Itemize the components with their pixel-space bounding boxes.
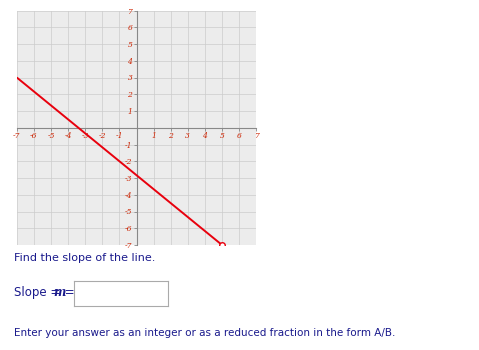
Text: Enter your answer as an integer or as a reduced fraction in the form A/B.: Enter your answer as an integer or as a … [14,328,396,338]
Text: =: = [61,286,74,299]
Text: Slope =: Slope = [14,286,64,299]
Text: Find the slope of the line.: Find the slope of the line. [14,253,156,263]
Text: m: m [54,286,66,299]
